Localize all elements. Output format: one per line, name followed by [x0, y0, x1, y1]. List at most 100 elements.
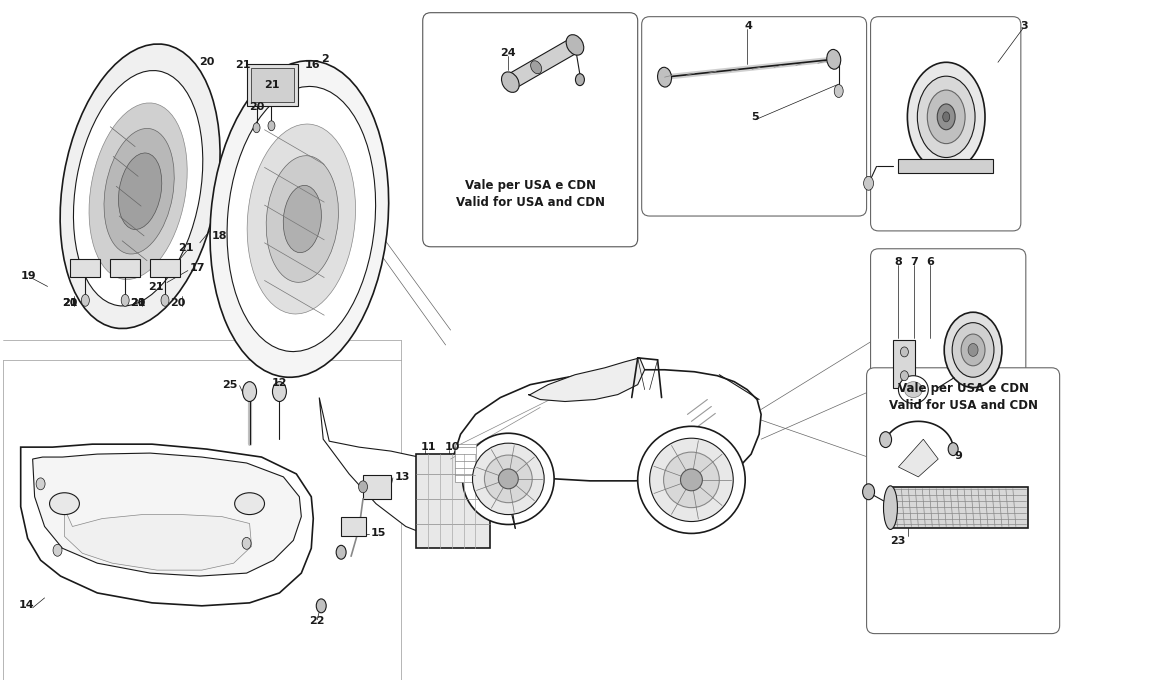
Ellipse shape — [118, 153, 162, 229]
Ellipse shape — [36, 478, 45, 490]
Ellipse shape — [235, 492, 264, 514]
FancyBboxPatch shape — [871, 249, 1026, 438]
Bar — [150, 259, 179, 277]
Ellipse shape — [650, 438, 734, 522]
Ellipse shape — [49, 492, 79, 514]
FancyBboxPatch shape — [867, 367, 1059, 634]
Ellipse shape — [462, 433, 554, 525]
Ellipse shape — [575, 74, 584, 85]
Ellipse shape — [937, 104, 956, 130]
Ellipse shape — [53, 544, 62, 556]
Text: 20: 20 — [170, 298, 185, 308]
Text: 8: 8 — [895, 257, 903, 266]
Polygon shape — [320, 398, 448, 536]
Bar — [454, 444, 476, 482]
Ellipse shape — [161, 294, 169, 306]
Bar — [70, 259, 100, 277]
Ellipse shape — [89, 103, 187, 279]
Polygon shape — [21, 444, 313, 606]
Text: 10: 10 — [445, 442, 460, 452]
Ellipse shape — [104, 128, 175, 254]
Ellipse shape — [273, 382, 286, 402]
Ellipse shape — [944, 312, 1002, 388]
Bar — [898, 160, 992, 173]
Ellipse shape — [862, 484, 874, 500]
Ellipse shape — [907, 62, 986, 171]
Ellipse shape — [880, 432, 891, 447]
Ellipse shape — [658, 68, 672, 87]
Bar — [416, 454, 490, 548]
Text: 3: 3 — [1020, 20, 1027, 31]
FancyBboxPatch shape — [642, 16, 867, 216]
Polygon shape — [32, 453, 301, 576]
Ellipse shape — [681, 469, 703, 491]
Ellipse shape — [74, 70, 202, 306]
Ellipse shape — [952, 322, 994, 377]
Bar — [246, 64, 298, 106]
Text: 11: 11 — [421, 442, 436, 452]
Bar — [363, 475, 391, 499]
Polygon shape — [528, 358, 645, 402]
Ellipse shape — [961, 334, 986, 366]
Polygon shape — [898, 439, 938, 477]
Text: 2: 2 — [321, 55, 329, 64]
Text: 6: 6 — [926, 257, 934, 266]
Ellipse shape — [283, 185, 321, 253]
Ellipse shape — [266, 156, 338, 282]
Bar — [342, 516, 366, 536]
Text: 12: 12 — [271, 378, 288, 388]
Ellipse shape — [638, 426, 745, 533]
Text: 21: 21 — [130, 298, 146, 308]
Text: 15: 15 — [371, 529, 386, 538]
Text: 21: 21 — [178, 243, 194, 253]
Ellipse shape — [927, 90, 965, 143]
Ellipse shape — [904, 382, 922, 398]
Bar — [894, 340, 915, 388]
Bar — [251, 68, 294, 102]
Ellipse shape — [968, 344, 978, 357]
Ellipse shape — [498, 469, 519, 489]
Text: 22: 22 — [309, 616, 324, 626]
Text: 21: 21 — [235, 60, 251, 70]
Text: 5: 5 — [751, 112, 759, 122]
Polygon shape — [506, 38, 578, 89]
Ellipse shape — [316, 599, 327, 613]
Text: 17: 17 — [190, 263, 206, 273]
Ellipse shape — [530, 61, 542, 74]
Ellipse shape — [336, 545, 346, 559]
Text: 21: 21 — [148, 283, 164, 292]
Ellipse shape — [505, 482, 515, 495]
Ellipse shape — [243, 382, 256, 402]
Ellipse shape — [484, 455, 532, 503]
Polygon shape — [451, 370, 761, 481]
Ellipse shape — [247, 124, 355, 314]
FancyBboxPatch shape — [423, 13, 638, 247]
Ellipse shape — [900, 371, 908, 380]
Ellipse shape — [121, 294, 129, 306]
Ellipse shape — [505, 462, 515, 475]
Text: 20: 20 — [250, 102, 264, 112]
Ellipse shape — [359, 481, 368, 492]
Ellipse shape — [268, 121, 275, 130]
Text: 23: 23 — [890, 536, 906, 546]
Ellipse shape — [827, 49, 841, 69]
Ellipse shape — [210, 61, 389, 377]
Text: 19: 19 — [21, 270, 37, 281]
Text: 20: 20 — [62, 298, 78, 308]
Ellipse shape — [834, 85, 843, 98]
Text: 21: 21 — [62, 298, 78, 308]
Ellipse shape — [898, 376, 928, 404]
Ellipse shape — [566, 35, 584, 55]
Text: Vale per USA e CDN: Vale per USA e CDN — [898, 382, 1028, 395]
FancyBboxPatch shape — [871, 16, 1021, 231]
Ellipse shape — [900, 347, 908, 357]
Ellipse shape — [227, 87, 376, 352]
Text: Valid for USA and CDN: Valid for USA and CDN — [889, 399, 1037, 412]
Ellipse shape — [243, 538, 251, 549]
Ellipse shape — [883, 486, 897, 529]
Text: 16: 16 — [305, 60, 320, 70]
Bar — [890, 487, 1028, 529]
Text: 24: 24 — [500, 48, 516, 59]
Text: 18: 18 — [212, 231, 228, 241]
Text: 13: 13 — [394, 472, 411, 482]
